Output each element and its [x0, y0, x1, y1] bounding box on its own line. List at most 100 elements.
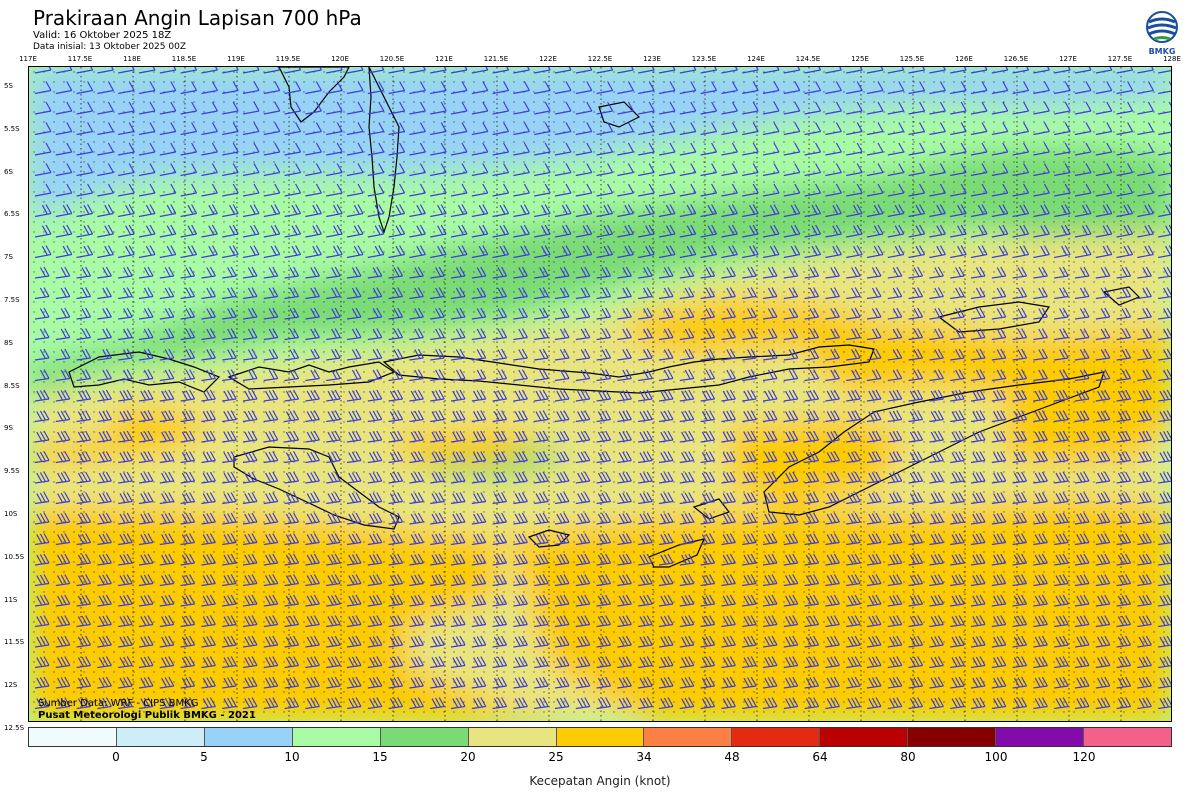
lon-tick-label: 125E — [851, 55, 869, 63]
wind-barb — [804, 574, 820, 587]
wind-barb — [138, 163, 156, 177]
wind-barb — [991, 451, 1007, 464]
wind-barb — [346, 369, 362, 382]
wind-barb — [700, 348, 716, 361]
wind-barb — [762, 697, 778, 710]
wind-barb — [700, 101, 718, 115]
wind-barb — [1095, 574, 1111, 587]
wind-barb — [783, 512, 799, 525]
wind-barb — [700, 224, 718, 238]
wind-barb — [1095, 183, 1113, 197]
wind-barb — [263, 142, 281, 156]
wind-barb — [658, 328, 674, 341]
wind-barb — [242, 389, 258, 402]
wind-barb — [1095, 307, 1111, 320]
wind-barb — [929, 183, 946, 197]
wind-barb — [159, 67, 177, 74]
wind-barb — [742, 183, 759, 197]
wind-barb — [118, 512, 133, 525]
wind-barb — [638, 328, 653, 341]
wind-barb — [804, 676, 820, 689]
wind-barb — [887, 451, 903, 464]
wind-barb — [846, 142, 863, 156]
wind-barb — [492, 430, 508, 443]
wind-barb — [513, 101, 530, 115]
wind-barb — [991, 224, 1009, 238]
wind-barb — [55, 451, 71, 464]
wind-barb — [201, 656, 216, 669]
wind-barb — [284, 142, 302, 156]
wind-barb — [34, 430, 50, 443]
wind-barb — [34, 553, 50, 566]
wind-barb — [471, 615, 487, 628]
wind-barb — [1158, 122, 1171, 136]
wind-barb — [263, 451, 279, 464]
wind-barb — [367, 533, 383, 546]
wind-barb — [575, 122, 593, 136]
wind-barb — [55, 430, 71, 443]
wind-barb — [700, 471, 716, 484]
wind-barb — [118, 451, 133, 464]
wind-barb — [55, 533, 71, 546]
wind-barb — [970, 553, 986, 566]
wind-barb — [991, 676, 1007, 689]
wind-barb — [492, 615, 508, 628]
wind-barb — [180, 533, 196, 546]
wind-barb — [76, 656, 92, 669]
lon-tick-label: 122.5E — [587, 55, 613, 63]
wind-barb — [1158, 348, 1171, 361]
wind-barb — [700, 553, 716, 566]
wind-barb — [679, 224, 697, 238]
wind-barb — [762, 142, 780, 156]
wind-barb — [908, 163, 926, 177]
wind-barb — [970, 307, 986, 320]
lon-tick-label: 121.5E — [483, 55, 509, 63]
wind-barb — [450, 594, 466, 607]
wind-barb — [825, 67, 842, 74]
wind-barb — [305, 512, 320, 525]
wind-barb — [367, 471, 383, 484]
wind-barb — [450, 204, 468, 218]
wind-barb — [409, 81, 426, 95]
wind-barb — [534, 533, 549, 546]
wind-barb — [742, 266, 757, 279]
color-scale-tick-label: 0 — [112, 750, 120, 764]
wind-barb — [1158, 410, 1171, 423]
wind-barb — [534, 594, 549, 607]
wind-barb — [180, 369, 196, 382]
wind-barb — [783, 287, 799, 300]
wind-barb — [929, 512, 944, 525]
wind-barb — [242, 245, 260, 259]
wind-barb — [596, 553, 612, 566]
wind-barb — [658, 369, 674, 382]
wind-barb — [929, 574, 944, 587]
wind-barb — [534, 266, 549, 279]
wind-barb — [180, 492, 196, 505]
wind-barb — [866, 635, 882, 648]
wind-barb — [679, 81, 697, 95]
wind-barb — [721, 656, 736, 669]
wind-barb — [970, 451, 986, 464]
lat-tick-label: 11.5S — [4, 638, 25, 647]
wind-barb — [991, 512, 1007, 525]
wind-barb — [866, 287, 882, 300]
wind-barb — [409, 574, 424, 587]
wind-barb — [492, 635, 508, 648]
wind-barb — [617, 512, 632, 525]
wind-barb — [638, 81, 655, 95]
wind-barb — [887, 101, 905, 115]
wind-barb — [1012, 533, 1028, 546]
wind-barb — [242, 410, 258, 423]
wind-barb — [1012, 553, 1028, 566]
wind-barb — [721, 142, 738, 156]
wind-barb — [617, 67, 634, 74]
wind-barb — [76, 697, 92, 710]
wind-barb — [1012, 635, 1028, 648]
wind-barb — [326, 122, 343, 136]
wind-barb — [1158, 451, 1171, 464]
wind-barb — [76, 574, 92, 587]
wind-barb — [513, 224, 530, 238]
wind-barb — [1054, 389, 1069, 402]
wind-barb — [450, 224, 468, 238]
wind-barb — [242, 328, 258, 341]
